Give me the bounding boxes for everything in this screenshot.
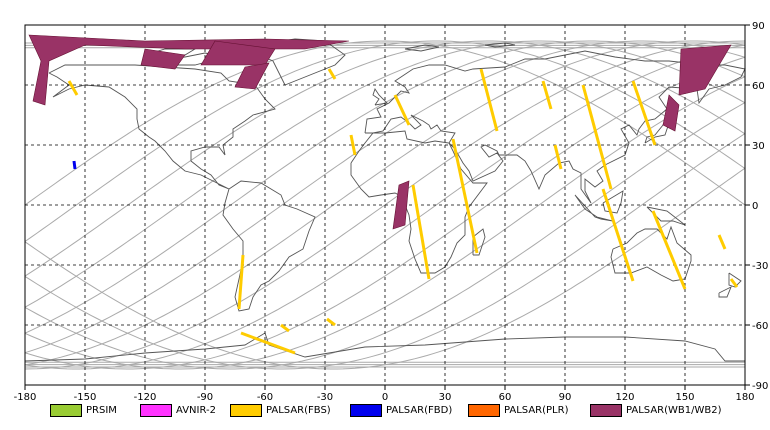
coastline [372, 87, 388, 106]
coastline [718, 286, 732, 298]
legend-item-prsim: PRSIM [50, 402, 117, 418]
legend-label: PALSAR(WB1/WB2) [626, 404, 722, 416]
palsar-fbs-swath [393, 94, 411, 126]
legend-swatch [590, 403, 622, 417]
legend-label: PALSAR(FBS) [266, 404, 331, 416]
legend-item-palsar-fbs: PALSAR(FBS) [230, 402, 331, 418]
x-tick-label: -180 [14, 392, 37, 400]
coastline [24, 332, 745, 362]
x-tick-label: 120 [615, 392, 634, 400]
coastline [404, 44, 440, 52]
legend-item-palsar-fbd: PALSAR(FBD) [350, 402, 452, 418]
x-tick-label: -120 [134, 392, 157, 400]
palsar-fbs-swath [631, 80, 657, 146]
palsar-fbs-swath [581, 84, 613, 190]
legend-label: PALSAR(FBD) [386, 404, 453, 416]
coastline [602, 190, 624, 214]
palsar-fbs-swath [553, 144, 563, 170]
palsar-wb-swath [234, 62, 270, 90]
y-tick-label: 30 [752, 141, 765, 152]
x-tick-label: -60 [257, 392, 273, 400]
palsar-fbs-swath [240, 331, 296, 355]
palsar-wb-swath [678, 44, 732, 96]
x-tick-label: 30 [439, 392, 452, 400]
axis-ticks: -180 -150 -120 -90 -60 -30 0 30 60 90 120 150 180 90 6… [14, 21, 769, 400]
legend-label: PALSAR(PLR) [504, 404, 569, 416]
y-tick-label: -60 [752, 321, 768, 332]
y-tick-label: 0 [752, 201, 758, 212]
y-tick-label: 90 [752, 21, 765, 32]
legend-label: PRSIM [86, 404, 117, 416]
coastline [610, 225, 692, 282]
coastline [364, 50, 746, 204]
palsar-fbs-swath [280, 323, 290, 333]
palsar-wb-swath [662, 94, 680, 132]
x-tick-label: -90 [197, 392, 213, 400]
palsar-fbs-swath [326, 317, 336, 327]
palsar-fbs-swath [479, 68, 499, 132]
x-tick-label: 180 [735, 392, 754, 400]
x-tick-label: 60 [499, 392, 512, 400]
legend-swatch [350, 403, 382, 417]
legend-item-palsar-plr: PALSAR(PLR) [468, 402, 568, 418]
legend-swatch [230, 403, 262, 417]
palsar-wb-swath [28, 34, 350, 106]
coverage-map: -180 -150 -120 -90 -60 -30 0 30 60 90 120 150 180 90 6… [14, 21, 769, 400]
palsar-fbd-swath [72, 160, 77, 170]
palsar-fbs-swath [411, 184, 431, 280]
y-tick-label: -90 [752, 381, 768, 392]
coastline [646, 206, 686, 226]
palsar-fbs-swath [67, 80, 79, 96]
legend-swatch [468, 403, 500, 417]
palsar-fbs-swath [349, 134, 357, 156]
palsar-wb-swath [140, 48, 186, 70]
palsar-fbs-swath [729, 278, 739, 288]
palsar-fbs-swath [541, 80, 553, 110]
legend: PRSIM AVNIR-2 PALSAR(FBS) PALSAR(FBD) PA… [0, 402, 770, 424]
legend-item-avnir2: AVNIR-2 [140, 402, 216, 418]
palsar-fbs-swath [451, 138, 479, 254]
palsar-fbs-swath [601, 188, 635, 282]
palsar-fbs-swath [327, 68, 337, 80]
legend-label: AVNIR-2 [176, 404, 216, 416]
x-tick-label: 90 [559, 392, 572, 400]
x-tick-label: 150 [675, 392, 694, 400]
palsar-fbs-swath [651, 210, 687, 290]
x-tick-label: 0 [382, 392, 388, 400]
coastline [484, 42, 516, 48]
grid-lines [25, 25, 745, 385]
legend-swatch [50, 403, 82, 417]
palsar-fbs-swath [237, 254, 245, 310]
palsar-fbs-swath [717, 234, 727, 250]
x-tick-label: -30 [317, 392, 333, 400]
y-tick-label: -30 [752, 261, 768, 272]
x-tick-label: -150 [74, 392, 97, 400]
palsar-wb-swath [392, 180, 410, 230]
legend-item-palsar-wb: PALSAR(WB1/WB2) [590, 402, 722, 418]
observation-swaths [28, 34, 739, 355]
y-tick-label: 60 [752, 81, 765, 92]
coastline [728, 272, 742, 288]
legend-swatch [140, 403, 172, 417]
